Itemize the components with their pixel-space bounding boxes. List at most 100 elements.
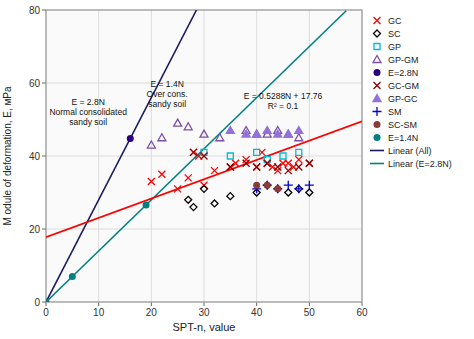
- plot-area: [46, 10, 362, 302]
- legend-symbol: [374, 134, 381, 141]
- scatter-point: [185, 174, 192, 181]
- legend-symbol: [370, 163, 384, 165]
- legend-label: SC-SM: [388, 120, 417, 130]
- scatter-point: [46, 299, 50, 303]
- scatter-point: [295, 156, 302, 163]
- scatter-point: [263, 181, 272, 190]
- tick-label: 40: [29, 151, 41, 162]
- scatter-point: [143, 201, 150, 208]
- tick-mark: [42, 10, 46, 11]
- scatter-point: [226, 126, 234, 133]
- tick-label: 0: [34, 297, 40, 308]
- scatter-point: [280, 153, 286, 159]
- grid-line: [46, 229, 362, 230]
- scatter-point: [242, 130, 250, 137]
- scatter-point: [284, 130, 292, 137]
- scatter-point: [253, 163, 260, 170]
- scatter-point: [273, 184, 282, 193]
- legend-symbol: [374, 30, 381, 37]
- scatter-point: [284, 181, 293, 190]
- scatter-point: [264, 182, 271, 189]
- scatter-point: [306, 189, 313, 196]
- annotation-line: Over cons.: [147, 89, 188, 99]
- scatter-point: [227, 193, 234, 200]
- tick-mark: [204, 302, 205, 306]
- scatter-point: [263, 126, 271, 133]
- scatter-point: [184, 123, 192, 130]
- scatter-point: [295, 163, 302, 170]
- legend-label: Linear (All): [388, 146, 432, 156]
- legend-label: SC: [388, 29, 401, 39]
- tick-mark: [42, 156, 46, 157]
- scatter-point: [148, 178, 155, 185]
- scatter-point: [305, 181, 314, 190]
- scatter-point: [253, 182, 260, 189]
- reference-line: [46, 11, 346, 302]
- scatter-point: [185, 196, 192, 203]
- scatter-point: [284, 130, 292, 137]
- legend-symbol: [373, 95, 381, 102]
- legend-label: GC-GM: [388, 81, 419, 91]
- annotation: E = 1.4NOver cons.sandy soil: [147, 79, 188, 109]
- y-axis-label: M odule of deformation, E, мPa: [2, 86, 13, 226]
- scatter-point: [253, 130, 261, 137]
- tick-label: 80: [29, 5, 41, 16]
- scatter-point: [296, 149, 302, 155]
- legend-label: E=2.8N: [388, 68, 418, 78]
- scatter-point: [264, 160, 271, 167]
- legend-symbol: [373, 56, 381, 63]
- scatter-point: [243, 156, 250, 163]
- scatter-point: [295, 185, 302, 192]
- tick-label: 60: [29, 78, 41, 89]
- grid-line: [46, 83, 362, 84]
- scatter-point: [254, 149, 260, 155]
- tick-label: 20: [29, 224, 41, 235]
- plot-frame: [46, 10, 362, 302]
- scatter-point: [274, 130, 282, 137]
- reference-line: [46, 10, 196, 302]
- scatter-point: [211, 200, 218, 207]
- scatter-point: [285, 167, 292, 174]
- scatter-point: [294, 184, 303, 193]
- annotation-line: E = 0.5288N + 17.76: [244, 91, 323, 101]
- annotation: E = 2.8NNormal consolidatedsandy soil: [49, 97, 127, 127]
- tick-label: 50: [304, 307, 316, 318]
- scatter-point: [253, 163, 260, 170]
- tick-mark: [256, 302, 257, 306]
- tick-label: 40: [251, 307, 263, 318]
- scatter-point: [285, 189, 292, 196]
- scatter-point: [274, 185, 281, 192]
- annotation-line: R² = 0.1: [268, 101, 299, 111]
- legend-symbol: [370, 150, 384, 152]
- scatter-point: [227, 163, 234, 170]
- plot-marks: [46, 10, 362, 302]
- tick-label: 20: [146, 307, 158, 318]
- legend-label: Linear (E=2.8N): [388, 159, 452, 169]
- legend: GCSCGPGP-GME=2.8NGC-GMGP-GCSMSC-SME=1.4N…: [370, 16, 452, 169]
- scatter-point: [201, 185, 208, 192]
- tick-label: 0: [43, 307, 49, 318]
- legend-symbol: [374, 121, 381, 128]
- scatter-point: [174, 185, 181, 192]
- tick-mark: [98, 302, 99, 306]
- scatter-point: [190, 149, 197, 156]
- scatter-point: [216, 134, 224, 141]
- annotation-line: E = 1.4N: [150, 79, 183, 89]
- legend-label: GP: [388, 42, 401, 52]
- scatter-point: [306, 160, 313, 167]
- legend-label: GP-GC: [388, 94, 418, 104]
- scatter-point: [174, 119, 182, 126]
- legend-label: E=1.4N: [388, 133, 418, 143]
- scatter-point: [227, 153, 233, 159]
- tick-mark: [42, 302, 46, 303]
- annotation-line: sandy soil: [148, 99, 186, 109]
- scatter-point: [253, 130, 261, 137]
- scatter-point: [274, 167, 281, 174]
- x-axis-label: SPT-n, value: [173, 321, 236, 333]
- legend-symbol: [374, 82, 381, 89]
- scatter-point: [201, 153, 208, 160]
- legend-symbol: [374, 17, 381, 24]
- reference-line: [46, 121, 362, 237]
- tick-label: 30: [198, 307, 210, 318]
- tick-mark: [362, 302, 363, 306]
